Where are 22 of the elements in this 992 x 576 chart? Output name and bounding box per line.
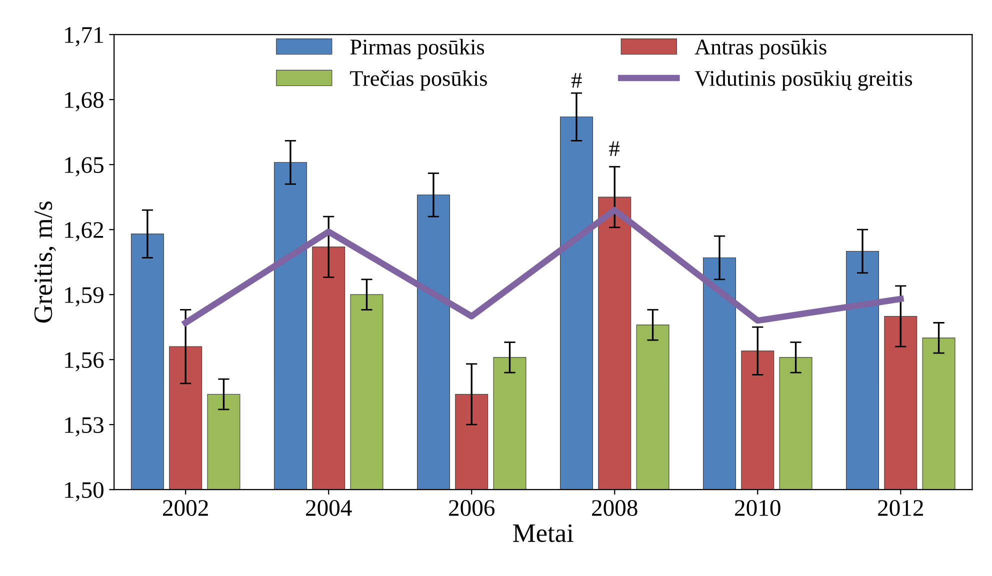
legend-label: Trečias posūkis [350,70,487,90]
y-tick-label: 1,53 [65,417,104,436]
legend-label: Pirmas posūkis [350,38,484,60]
legend-label: Antras posūkis [694,38,826,60]
x-tick-label: 2010 [735,500,780,516]
annotation: # [609,141,620,156]
y-tick-label: 1,62 [65,222,104,242]
y-tick-label: 1,50 [65,482,104,502]
x-tick-label: 2002 [163,500,208,516]
x-tick-label: 2012 [878,500,923,516]
x-tick-label: 2006 [449,500,495,516]
y-tick-label: 1,68 [65,92,104,112]
legend-label: Vidutinis posūkių greitis [694,70,912,91]
y-axis-title: Greitis, m/s [34,201,56,323]
y-tick-label: 1,65 [65,157,104,176]
annotation: # [571,73,582,88]
x-tick-label: 2004 [306,500,352,516]
y-tick-label: 1,59 [65,287,104,306]
x-axis-title: Metai [513,524,574,542]
y-tick-label: 1,71 [65,27,103,46]
x-tick-label: 2008 [592,500,638,516]
y-tick-label: 1,56 [65,352,104,372]
